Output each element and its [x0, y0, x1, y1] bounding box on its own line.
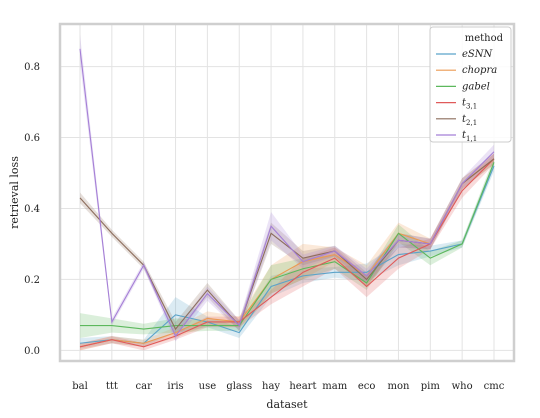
- x-axis-label: dataset: [266, 398, 308, 411]
- grid-lines: [60, 24, 514, 361]
- legend-label-chopra: chopra: [462, 65, 497, 76]
- x-tick-label: bal: [72, 381, 88, 392]
- y-tick-label: 0.6: [24, 133, 40, 144]
- line-t11: [79, 48, 495, 338]
- x-tick-label: pim: [421, 381, 441, 392]
- x-tick-label: heart: [289, 381, 316, 392]
- x-tick-label: use: [199, 381, 217, 392]
- y-axis-label: retrieval loss: [8, 156, 21, 229]
- band-eSNN: [80, 160, 494, 349]
- x-tick-label: mam: [322, 381, 347, 392]
- x-tick-label: eco: [358, 381, 376, 392]
- x-tick-label: hay: [262, 381, 280, 392]
- line-t31: [79, 158, 495, 348]
- x-tick-label: who: [452, 381, 473, 392]
- y-tick-label: 0.2: [24, 275, 40, 286]
- y-tick-label: 0.0: [24, 346, 40, 357]
- legend-title: method: [465, 33, 504, 44]
- x-tick-label: cmc: [484, 381, 505, 392]
- legend-box: [429, 26, 512, 143]
- line-eSNN: [79, 165, 495, 344]
- x-tick-label: car: [136, 381, 153, 392]
- y-tick-labels: 0.0 0.2 0.4 0.6 0.8: [24, 62, 40, 357]
- x-tick-label: mon: [387, 381, 410, 392]
- x-tick-label: iris: [167, 381, 183, 392]
- band-t21: [80, 153, 494, 337]
- legend-label-eSNN: eSNN: [462, 49, 494, 60]
- x-tick-label: ttt: [106, 381, 118, 392]
- x-tick-labels: bal ttt car iris use glass hay heart mam eco mon pi…: [72, 381, 505, 392]
- series-lines: [79, 48, 495, 348]
- y-tick-label: 0.4: [24, 204, 40, 215]
- x-tick-label: glass: [226, 381, 252, 392]
- y-tick-label: 0.8: [24, 62, 40, 73]
- line-gabel: [80, 162, 495, 330]
- line-chopra: [79, 158, 495, 348]
- legend-label-gabel: gabel: [462, 81, 490, 92]
- band-gabel: [80, 157, 494, 338]
- plot-frame: [58, 22, 516, 363]
